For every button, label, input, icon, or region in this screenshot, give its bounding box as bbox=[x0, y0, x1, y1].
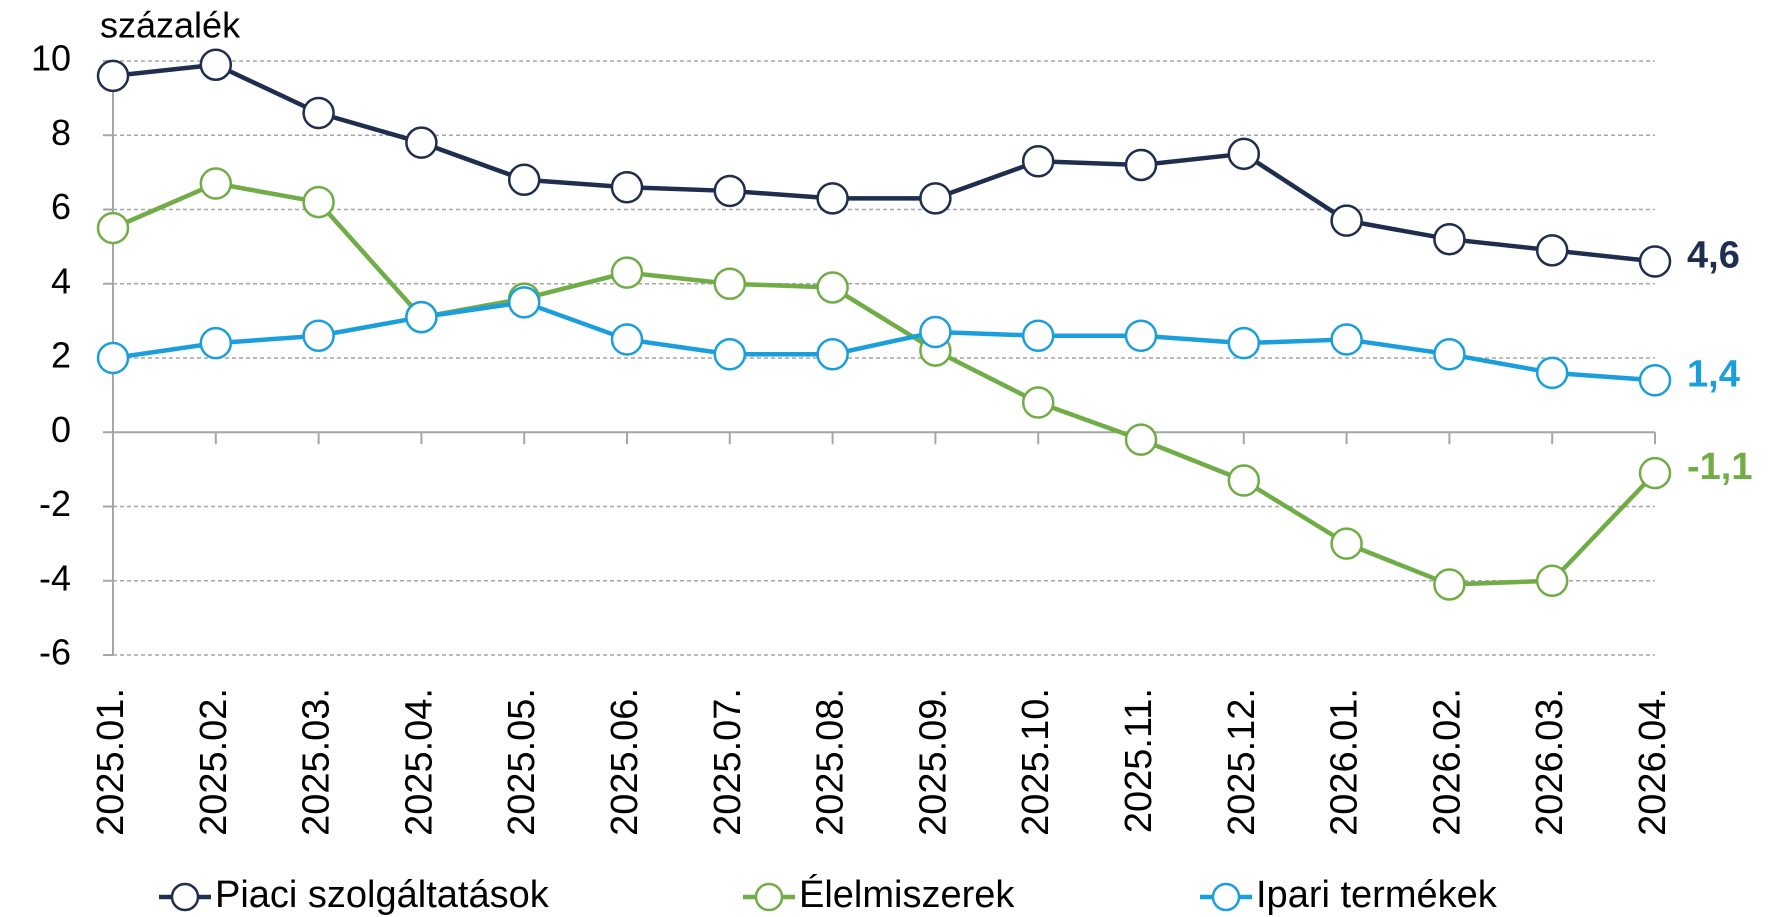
point-marker bbox=[713, 267, 747, 300]
point-marker bbox=[405, 300, 438, 334]
y-tick-label: 8 bbox=[51, 112, 71, 153]
x-tick-label: 2025.04. bbox=[398, 688, 440, 836]
point-marker bbox=[610, 323, 644, 356]
x-tick-label: 2025.12. bbox=[1221, 688, 1263, 836]
x-tick-label: 2025.05. bbox=[501, 688, 543, 836]
series-line bbox=[112, 300, 1656, 383]
x-tick-label: 2025.06. bbox=[604, 688, 646, 836]
point-marker bbox=[1535, 564, 1569, 597]
point-marker bbox=[1638, 456, 1672, 490]
legend-marker bbox=[754, 882, 784, 912]
y-tick-label: 6 bbox=[51, 186, 71, 227]
x-tick-label: 2025.11. bbox=[1118, 688, 1160, 833]
point-marker bbox=[610, 170, 644, 204]
point-marker bbox=[1535, 356, 1569, 390]
point-marker bbox=[96, 341, 130, 375]
legend-label: Piaci szolgáltatások bbox=[215, 874, 550, 916]
point-marker bbox=[1227, 137, 1261, 171]
y-tick-label: 4 bbox=[51, 260, 71, 301]
point-marker bbox=[919, 315, 952, 349]
y-axis-label: százalék bbox=[100, 5, 241, 46]
point-marker bbox=[1021, 386, 1055, 419]
point-marker bbox=[816, 271, 849, 304]
legend-label: Ipari termékek bbox=[1256, 874, 1498, 916]
x-tick-label: 2025.01. bbox=[90, 688, 132, 836]
point-marker bbox=[1227, 326, 1261, 360]
point-marker bbox=[199, 48, 233, 81]
point-marker bbox=[199, 326, 233, 360]
point-marker bbox=[96, 211, 130, 245]
y-tick-label: -2 bbox=[39, 483, 71, 524]
point-marker bbox=[713, 174, 747, 208]
point-marker bbox=[1021, 319, 1055, 352]
point-marker bbox=[1124, 423, 1158, 456]
series-line bbox=[112, 181, 1657, 587]
point-marker bbox=[919, 182, 952, 215]
x-tick-label: 2026.04. bbox=[1632, 688, 1674, 836]
point-marker bbox=[1124, 319, 1158, 352]
point-marker bbox=[1330, 204, 1363, 237]
point-marker bbox=[816, 182, 849, 215]
point-marker bbox=[1433, 222, 1466, 256]
point-marker bbox=[405, 126, 438, 159]
point-marker bbox=[1433, 568, 1466, 601]
point-marker bbox=[1638, 364, 1672, 397]
x-tick-label: 2025.08. bbox=[810, 688, 852, 836]
y-tick-label: -6 bbox=[39, 632, 71, 673]
x-tick-label: 2025.07. bbox=[707, 688, 749, 836]
point-marker bbox=[507, 163, 541, 197]
point-marker bbox=[713, 338, 747, 371]
point-marker bbox=[302, 185, 335, 219]
legend-marker bbox=[170, 882, 200, 912]
value-label: 4,6 bbox=[1687, 235, 1740, 277]
x-tick-label: 2025.09. bbox=[912, 688, 954, 836]
point-marker bbox=[816, 338, 849, 371]
value-label: -1,1 bbox=[1687, 446, 1752, 488]
point-marker bbox=[1638, 245, 1672, 278]
series-line bbox=[112, 62, 1656, 264]
x-tick-label: 2026.03. bbox=[1529, 688, 1571, 836]
point-marker bbox=[1433, 338, 1466, 371]
point-marker bbox=[199, 167, 233, 200]
point-marker bbox=[1227, 464, 1261, 497]
point-marker bbox=[507, 286, 541, 319]
y-tick-label: 2 bbox=[51, 335, 71, 376]
y-tick-label: 10 bbox=[31, 38, 71, 79]
value-label: 1,4 bbox=[1687, 353, 1740, 395]
point-marker bbox=[610, 256, 644, 289]
y-tick-label: -4 bbox=[39, 557, 71, 598]
x-tick-label: 2025.10. bbox=[1015, 688, 1057, 836]
x-tick-label: 2025.03. bbox=[296, 688, 338, 836]
x-tick-label: 2026.02. bbox=[1426, 688, 1468, 836]
y-tick-label: 0 bbox=[51, 409, 71, 450]
point-marker bbox=[302, 96, 335, 130]
x-tick-label: 2026.01. bbox=[1324, 688, 1366, 836]
x-tick-label: 2025.02. bbox=[193, 688, 235, 836]
legend-marker bbox=[1211, 882, 1241, 912]
point-marker bbox=[1330, 527, 1363, 560]
point-marker bbox=[1021, 144, 1055, 178]
point-marker bbox=[1124, 148, 1158, 182]
legend-label: Élelmiszerek bbox=[799, 873, 1015, 916]
point-marker bbox=[302, 319, 335, 352]
point-marker bbox=[96, 59, 130, 93]
point-marker bbox=[1330, 323, 1363, 356]
point-marker bbox=[1535, 234, 1569, 267]
